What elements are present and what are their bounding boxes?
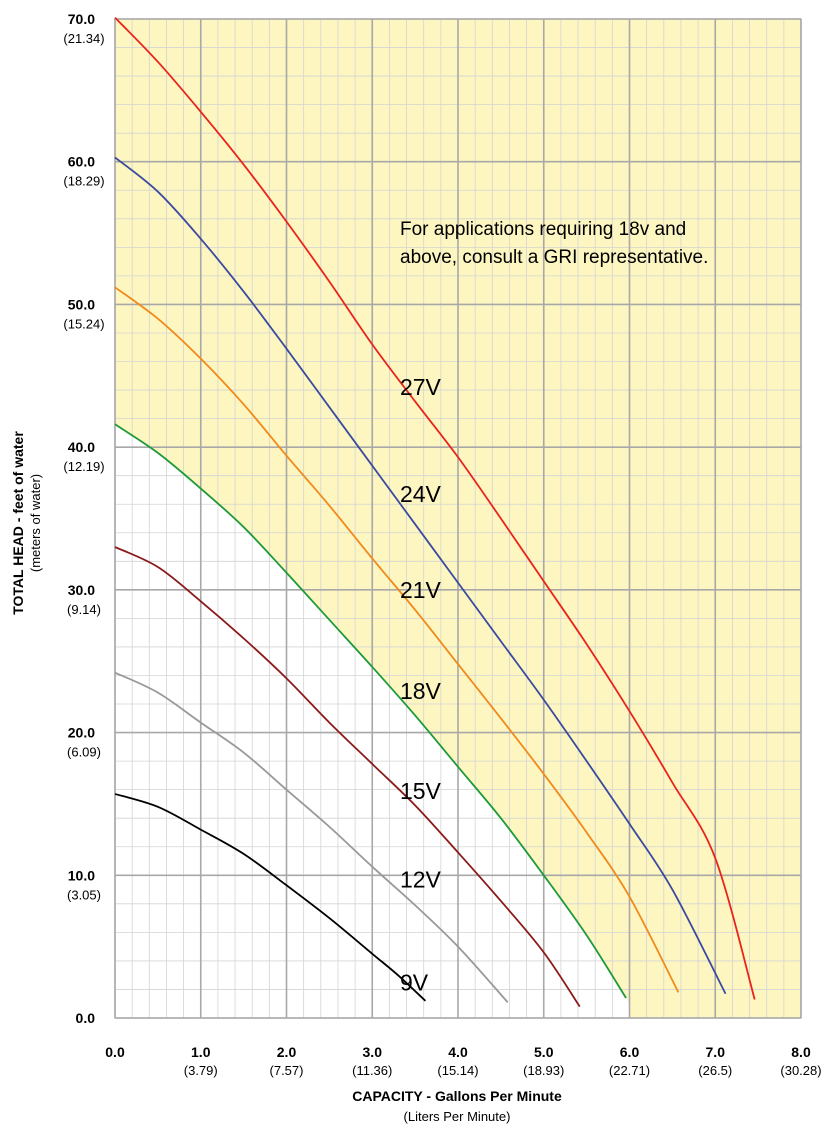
curve-21v <box>114 286 680 993</box>
curve-label-21v: 21V <box>400 577 442 603</box>
x-tick-sublabel: (3.79) <box>184 1063 218 1078</box>
note-line-2: above, consult a GRI representative. <box>400 247 708 268</box>
curve-label-15v: 15V <box>400 778 442 804</box>
x-tick-sublabel: (22.71) <box>609 1063 650 1078</box>
y-tick-sublabel: (3.05) <box>67 887 101 902</box>
x-tick-label: 3.0 <box>363 1044 383 1060</box>
y-axis-subtitle: (meters of water) <box>28 474 43 572</box>
x-axis-subtitle: (Liters Per Minute) <box>404 1109 511 1124</box>
curve-27v <box>114 16 756 1000</box>
y-tick-sublabel: (15.24) <box>63 316 104 331</box>
plot-border <box>114 18 802 1019</box>
y-tick-label: 30.0 <box>68 582 95 598</box>
curve-12v <box>114 671 509 1003</box>
x-tick-label: 6.0 <box>620 1044 640 1060</box>
curve-label-27v: 27V <box>400 374 442 400</box>
x-tick-label: 0.0 <box>105 1044 125 1060</box>
series-label-layer: 9V 12V 15V 18V 21V 24V 27V <box>400 374 442 995</box>
tick-label-layer: 0.0 1.0 (3.79) 2.0 (7.57) 3.0 (11.36) 4.0 (15.14… <box>63 11 821 1078</box>
x-tick-label: 8.0 <box>791 1044 811 1060</box>
y-tick-label: 0.0 <box>76 1010 96 1026</box>
curve-label-12v: 12V <box>400 867 442 893</box>
y-tick-label: 70.0 <box>68 11 95 27</box>
grid-layer <box>114 18 802 1019</box>
y-tick-label: 50.0 <box>68 296 95 312</box>
x-axis-title: CAPACITY - Gallons Per Minute <box>352 1088 562 1104</box>
curve-label-24v: 24V <box>400 481 442 507</box>
y-axis-title: TOTAL HEAD - feet of water <box>10 431 26 615</box>
x-tick-sublabel: (18.93) <box>523 1063 564 1078</box>
curve-24v <box>114 156 727 995</box>
curve-label-9v: 9V <box>400 969 429 995</box>
curve-layer <box>114 16 756 1008</box>
y-tick-sublabel: (6.09) <box>67 745 101 760</box>
x-tick-sublabel: (26.5) <box>698 1063 732 1078</box>
y-tick-label: 40.0 <box>68 439 95 455</box>
y-tick-label: 20.0 <box>68 725 95 741</box>
y-tick-sublabel: (18.29) <box>63 174 104 189</box>
curve-9v <box>114 793 427 1002</box>
x-tick-sublabel: (11.36) <box>352 1063 392 1078</box>
x-tick-sublabel: (30.28) <box>780 1063 821 1078</box>
x-tick-label: 2.0 <box>277 1044 297 1060</box>
y-tick-label: 60.0 <box>68 154 95 170</box>
y-tick-sublabel: (9.14) <box>67 602 101 617</box>
x-tick-label: 7.0 <box>706 1044 726 1060</box>
x-tick-sublabel: (7.57) <box>270 1063 304 1078</box>
x-tick-label: 4.0 <box>448 1044 468 1060</box>
x-tick-sublabel: (15.14) <box>437 1063 478 1078</box>
y-tick-sublabel: (12.19) <box>63 459 104 474</box>
curve-18v <box>114 423 627 999</box>
note-line-1: For applications requiring 18v and <box>400 219 686 240</box>
curve-15v <box>114 546 581 1008</box>
curve-label-18v: 18V <box>400 678 442 704</box>
x-tick-label: 1.0 <box>191 1044 211 1060</box>
y-tick-label: 10.0 <box>68 867 95 883</box>
y-tick-sublabel: (21.34) <box>63 31 104 46</box>
x-tick-label: 5.0 <box>534 1044 554 1060</box>
